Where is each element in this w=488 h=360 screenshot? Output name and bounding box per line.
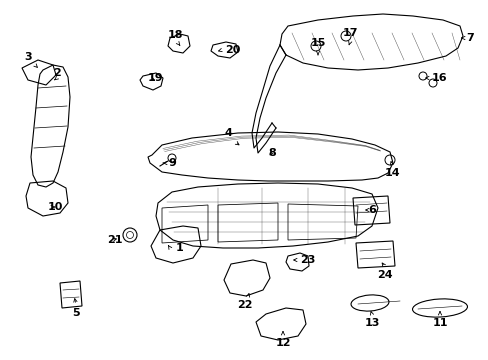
Text: 4: 4 [224,128,231,138]
Text: 5: 5 [72,308,80,318]
Text: 24: 24 [376,270,392,280]
Text: 7: 7 [465,33,473,43]
Text: 11: 11 [431,318,447,328]
Text: 13: 13 [364,318,379,328]
Text: 8: 8 [267,148,275,158]
Text: 23: 23 [299,255,315,265]
Text: 22: 22 [237,300,252,310]
Text: 10: 10 [48,202,63,212]
Text: 12: 12 [275,338,290,348]
Text: 1: 1 [175,243,183,253]
Text: 14: 14 [384,168,399,178]
Text: 21: 21 [107,235,122,245]
Text: 2: 2 [53,68,61,78]
Text: 19: 19 [148,73,163,83]
Text: 3: 3 [24,52,32,62]
Text: 6: 6 [367,205,375,215]
Text: 9: 9 [168,158,176,168]
Text: 16: 16 [431,73,447,83]
Text: 15: 15 [310,38,325,48]
Text: 18: 18 [167,30,183,40]
Text: 20: 20 [224,45,240,55]
Text: 17: 17 [342,28,357,38]
